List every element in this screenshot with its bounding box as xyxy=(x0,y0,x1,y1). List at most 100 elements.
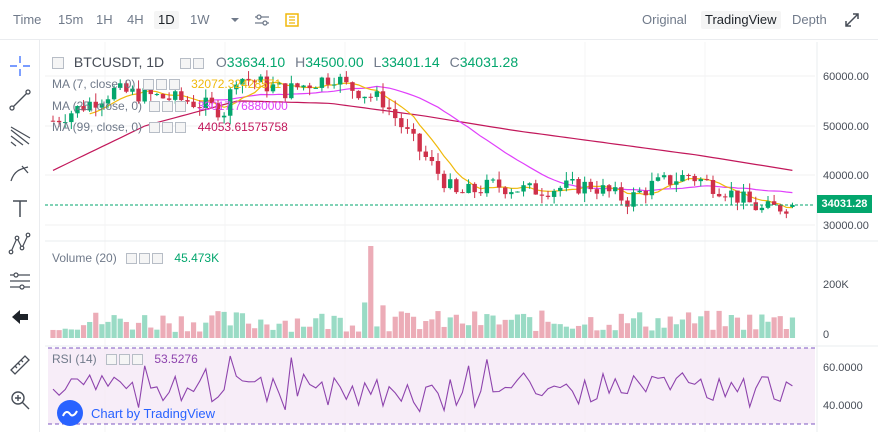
chart-type-icon[interactable] xyxy=(283,11,301,29)
candle-body xyxy=(154,94,160,96)
timeframe-time[interactable]: Time xyxy=(13,12,42,27)
candle-body xyxy=(429,156,435,162)
candle-body xyxy=(674,181,679,185)
volume-bar xyxy=(551,323,557,338)
volume-bar xyxy=(673,324,679,338)
volume-bar xyxy=(355,331,362,338)
zoom-icon[interactable] xyxy=(8,388,32,412)
settings-icon[interactable] xyxy=(193,57,205,69)
candle-body xyxy=(570,179,575,181)
crosshair-icon[interactable] xyxy=(8,54,32,78)
fib-icon[interactable] xyxy=(8,124,32,148)
ma25-close-icon[interactable] xyxy=(175,101,187,113)
ma99-visibility-icon[interactable] xyxy=(149,122,161,134)
volume-bar xyxy=(148,327,154,338)
ma99-close-icon[interactable] xyxy=(175,122,187,134)
high-value: 34500.00 xyxy=(305,54,364,70)
ma7-settings-icon[interactable] xyxy=(155,79,167,91)
volume-legend: Volume (20) 45.473K xyxy=(52,251,219,265)
volume-bar xyxy=(307,326,313,338)
candle-body xyxy=(105,99,111,104)
volume-visibility-icon[interactable] xyxy=(126,253,138,265)
rsi-close-icon[interactable] xyxy=(132,354,144,366)
volume-bar xyxy=(404,312,411,338)
volume-bar xyxy=(117,318,123,338)
volume-bar xyxy=(166,323,172,338)
candle-body xyxy=(472,183,477,193)
low-value: 33401.14 xyxy=(381,54,440,70)
rsi-visibility-icon[interactable] xyxy=(106,354,118,366)
volume-bar xyxy=(319,313,325,338)
view-depth[interactable]: Depth xyxy=(792,12,827,27)
volume-bar xyxy=(233,312,239,338)
volume-settings-icon[interactable] xyxy=(139,253,151,265)
ma7-visibility-icon[interactable] xyxy=(142,79,154,91)
ma99-settings-icon[interactable] xyxy=(162,122,174,134)
view-original[interactable]: Original xyxy=(642,12,687,27)
timeframe-4h[interactable]: 4H xyxy=(127,12,144,27)
candle-body xyxy=(747,191,752,203)
rsi-settings-icon[interactable] xyxy=(119,354,131,366)
timeframe-1d[interactable]: 1D xyxy=(154,11,179,29)
rsi-axis-label: 40.0000 xyxy=(823,400,863,412)
tradingview-badge[interactable]: Chart by TradingView xyxy=(57,400,215,426)
collapse-legend-icon[interactable] xyxy=(52,57,64,70)
volume-bar xyxy=(588,317,594,338)
candle-body xyxy=(503,187,508,195)
price-chart[interactable]: 60000.00 50000.00 40000.00 30000.00 200K 0 60.… xyxy=(45,42,878,432)
candle-body xyxy=(515,191,520,193)
candle-body xyxy=(551,190,557,197)
volume-close-icon[interactable] xyxy=(152,253,164,265)
ma7-close-icon[interactable] xyxy=(168,79,180,91)
volume-bar xyxy=(62,328,68,338)
back-arrow-icon[interactable] xyxy=(8,305,32,329)
visibility-icon[interactable] xyxy=(180,57,192,69)
volume-bar xyxy=(685,312,692,338)
volume-bar xyxy=(300,326,307,338)
ma7-legend: MA (7, close, 0) 32072.32428571 xyxy=(52,77,281,91)
brush-icon[interactable] xyxy=(8,161,32,185)
candle-body xyxy=(564,180,569,188)
candle-body xyxy=(790,204,795,207)
candle-body xyxy=(496,179,502,188)
trendline-icon[interactable] xyxy=(8,88,32,112)
candle-body xyxy=(197,107,202,109)
volume-bar xyxy=(245,323,252,338)
candle-body xyxy=(576,179,581,194)
indicator-settings-icon[interactable] xyxy=(253,11,271,29)
volume-bar xyxy=(484,314,490,338)
volume-bar xyxy=(282,320,288,338)
timeframe-15m[interactable]: 15m xyxy=(58,12,84,27)
measure-icon[interactable] xyxy=(8,269,32,293)
last-price-tag: 34031.28 xyxy=(817,195,872,213)
candle-body xyxy=(203,97,208,109)
candle-body xyxy=(393,109,398,119)
volume-bar xyxy=(514,314,521,338)
volume-bar xyxy=(459,323,466,338)
ma25-visibility-icon[interactable] xyxy=(149,101,161,113)
volume-bar xyxy=(765,321,771,338)
price-axis-label: 30000.00 xyxy=(823,220,869,232)
volume-bar xyxy=(520,313,527,338)
fullscreen-icon[interactable] xyxy=(843,11,861,29)
view-tradingview[interactable]: TradingView xyxy=(701,11,781,29)
volume-bar xyxy=(575,325,582,338)
timeframe-1h[interactable]: 1H xyxy=(96,12,113,27)
pattern-icon[interactable] xyxy=(8,232,32,256)
dropdown-caret-icon[interactable] xyxy=(226,11,244,29)
ma99-label: MA (99, close, 0) xyxy=(52,120,143,134)
volume-bar xyxy=(197,331,203,338)
volume-bar xyxy=(557,324,563,338)
candle-body xyxy=(668,175,673,185)
ma25-settings-icon[interactable] xyxy=(162,101,174,113)
candle-body xyxy=(93,101,98,108)
volume-bar xyxy=(692,323,698,338)
ruler-icon[interactable] xyxy=(8,353,32,377)
volume-bar xyxy=(294,318,301,338)
volume-bar xyxy=(184,331,191,338)
candle-body xyxy=(99,103,105,108)
candle-body xyxy=(313,87,318,89)
timeframe-1w[interactable]: 1W xyxy=(190,12,210,27)
text-icon[interactable] xyxy=(8,197,32,221)
volume-bar xyxy=(429,319,435,338)
